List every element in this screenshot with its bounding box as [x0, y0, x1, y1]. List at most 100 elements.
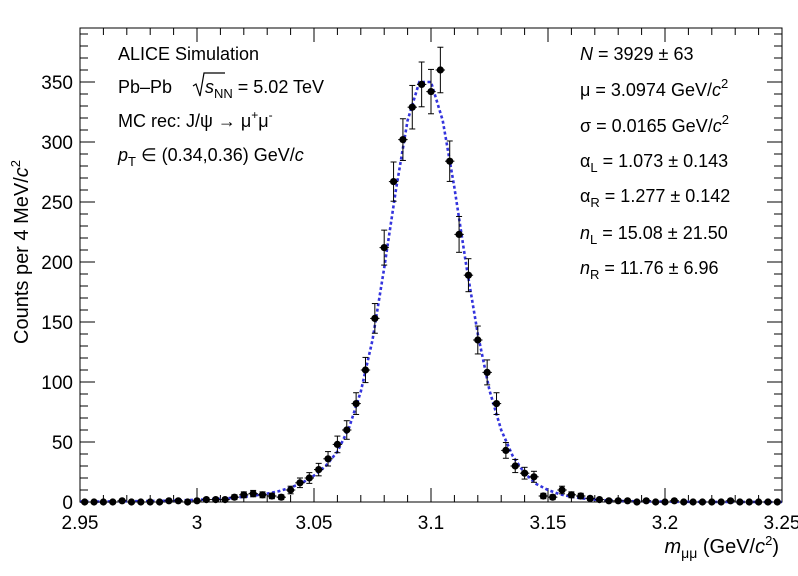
marker: [361, 366, 370, 374]
marker: [764, 498, 772, 506]
marker: [230, 493, 239, 501]
data-point: [463, 258, 474, 293]
annotation-sqrt-s: sNN = 5.02 TeV: [205, 77, 324, 101]
marker: [287, 486, 295, 494]
param-alpha-r: αR = 1.277 ± 0.142: [580, 186, 730, 210]
marker: [389, 178, 398, 186]
data-point: [342, 420, 352, 440]
marker: [202, 496, 210, 504]
marker: [258, 491, 267, 499]
data-point: [136, 498, 146, 506]
marker: [118, 497, 126, 505]
marker: [343, 426, 351, 434]
data-point: [229, 493, 240, 501]
marker: [502, 446, 510, 454]
data-point: [613, 497, 623, 505]
data-point: [473, 325, 483, 355]
data-point: [435, 46, 446, 94]
marker: [464, 271, 473, 279]
data-point: [697, 498, 708, 506]
marker: [333, 440, 341, 448]
marker: [595, 496, 604, 504]
marker: [380, 244, 388, 252]
data-point: [548, 493, 558, 501]
marker: [530, 473, 538, 481]
marker: [90, 498, 98, 506]
data-point: [304, 472, 314, 484]
data-point: [257, 491, 268, 499]
data-point: [669, 497, 680, 505]
marker: [708, 498, 716, 506]
data-point: [398, 118, 408, 161]
data-points-layer: [80, 46, 782, 506]
x-tick-label: 3.15: [530, 513, 567, 534]
marker: [305, 474, 313, 482]
marker: [642, 497, 650, 505]
x-tick-label: 3.1: [418, 513, 444, 534]
marker: [446, 157, 454, 165]
marker: [736, 498, 744, 506]
marker: [773, 498, 781, 506]
marker: [212, 496, 220, 504]
data-point: [482, 359, 492, 386]
x-tick-label: 2.95: [62, 513, 99, 534]
data-point: [426, 68, 436, 115]
marker: [296, 479, 304, 487]
data-point: [108, 498, 118, 506]
marker: [315, 466, 323, 474]
marker: [399, 136, 407, 144]
marker: [268, 492, 276, 500]
x-tick-label: 3.05: [296, 513, 333, 534]
marker: [670, 497, 678, 505]
data-point: [650, 498, 661, 506]
marker: [726, 497, 735, 505]
marker: [146, 498, 154, 506]
data-point: [285, 485, 296, 495]
data-point: [491, 392, 502, 415]
marker: [680, 498, 688, 506]
data-point: [154, 498, 165, 506]
data-point: [388, 161, 399, 202]
marker: [184, 498, 192, 506]
x-axis-title: mμμ (GeV/c2): [664, 533, 779, 561]
marker: [633, 498, 641, 506]
data-point: [519, 466, 530, 480]
marker: [661, 498, 669, 506]
x-tick-label: 3.25: [764, 513, 798, 534]
data-point: [445, 140, 455, 182]
data-point: [173, 497, 183, 505]
data-point: [753, 498, 764, 506]
y-tick-label: 0: [62, 493, 73, 514]
marker: [614, 497, 622, 505]
marker: [109, 498, 117, 506]
data-point: [407, 84, 417, 130]
data-point: [594, 496, 605, 504]
data-point: [201, 496, 212, 504]
data-point: [98, 498, 109, 506]
marker: [155, 498, 164, 506]
marker: [745, 498, 753, 506]
marker: [81, 498, 89, 506]
data-point: [622, 497, 633, 505]
marker: [427, 88, 435, 96]
data-point: [679, 498, 689, 506]
data-point: [604, 497, 614, 505]
marker: [652, 498, 660, 506]
data-point: [332, 435, 343, 454]
marker: [221, 496, 229, 504]
y-tick-label: 50: [52, 433, 73, 454]
marker: [240, 491, 248, 499]
marker: [99, 498, 107, 506]
y-axis-title: Counts per 4 MeV/c2: [8, 160, 33, 344]
marker: [483, 368, 491, 376]
axis-ticks: 2.95 3 3.05 3.1 3.15 3.2 3.25 0 50 100 150 200 250 30…: [41, 28, 798, 534]
data-point: [314, 462, 324, 477]
marker: [137, 498, 145, 506]
data-point: [211, 496, 221, 504]
annotation-pt: pT ∈ (0.34,0.36) GeV/c: [117, 145, 304, 169]
marker: [352, 400, 360, 408]
data-point: [510, 458, 520, 474]
data-point: [632, 498, 642, 506]
data-point: [585, 494, 595, 502]
